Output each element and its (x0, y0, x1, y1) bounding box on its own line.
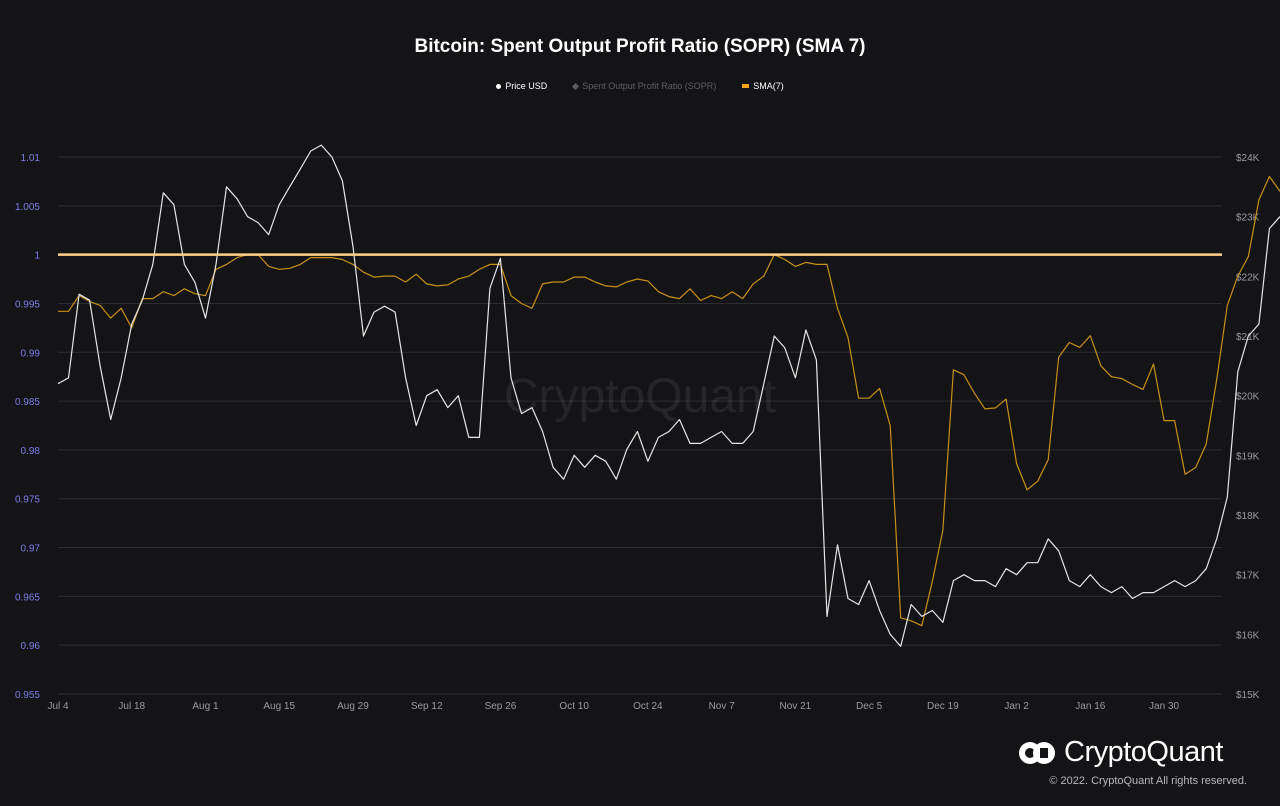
cryptoquant-logo-icon (1018, 739, 1056, 767)
legend-label-price: Price USD (505, 81, 548, 91)
y-right-tick-label: $15K (1236, 690, 1260, 701)
y-right-tick-label: $22K (1236, 272, 1260, 283)
y-left-tick-label: 0.985 (15, 397, 40, 408)
square-marker-icon (742, 84, 750, 88)
x-tick-label: Jul 18 (118, 701, 145, 712)
legend-label-sopr: Spent Output Profit Ratio (SOPR) (582, 81, 717, 91)
y-right-tick-label: $19K (1236, 451, 1260, 462)
x-tick-label: Aug 1 (192, 701, 219, 712)
x-tick-label: Aug 29 (337, 701, 369, 712)
y-right-tick-label: $20K (1236, 392, 1260, 403)
x-tick-label: Dec 5 (856, 701, 883, 712)
y-right-tick-label: $23K (1236, 213, 1260, 224)
brand-name: CryptoQuant (1064, 736, 1223, 768)
y-left-tick-label: 0.97 (21, 544, 41, 555)
y-right-tick-label: $18K (1236, 511, 1260, 522)
y-left-tick-label: 0.965 (15, 592, 40, 603)
x-tick-label: Nov 21 (780, 701, 812, 712)
y-left-tick-label: 0.99 (21, 348, 41, 359)
legend-label-sma: SMA(7) (753, 81, 784, 91)
y-left-tick-label: 0.96 (21, 641, 41, 652)
y-left-tick-label: 1.005 (15, 202, 40, 213)
price-series-line (57, 144, 1280, 647)
y-left-tick-label: 0.98 (21, 446, 41, 457)
x-tick-label: Oct 24 (633, 701, 663, 712)
x-tick-label: Aug 15 (263, 701, 295, 712)
brand-logo: CryptoQuant (1018, 736, 1223, 769)
y-left-tick-label: 1 (34, 251, 40, 262)
x-tick-label: Jan 16 (1075, 701, 1105, 712)
y-left-tick-label: 1.01 (21, 153, 41, 164)
x-tick-label: Dec 19 (927, 701, 959, 712)
x-tick-label: Jan 30 (1149, 701, 1179, 712)
chart-title: Bitcoin: Spent Output Profit Ratio (SOPR… (414, 36, 866, 57)
y-right-tick-label: $24K (1236, 153, 1260, 164)
watermark-text: CryptoQuant (504, 370, 776, 423)
x-tick-label: Sep 26 (485, 701, 517, 712)
x-tick-label: Oct 10 (559, 701, 589, 712)
chart-legend: Price USD Spent Output Profit Ratio (SOP… (0, 81, 1280, 91)
circle-marker-icon (496, 83, 502, 89)
legend-item-sma[interactable]: SMA(7) (742, 81, 784, 91)
legend-item-price[interactable]: Price USD (496, 81, 547, 91)
y-left-tick-label: 0.955 (15, 690, 40, 701)
x-tick-label: Sep 12 (411, 701, 443, 712)
x-tick-label: Jul 4 (47, 701, 69, 712)
copyright-text: © 2022. CryptoQuant All rights reserved. (1049, 775, 1247, 787)
x-tick-label: Nov 7 (709, 701, 736, 712)
x-tick-label: Jan 2 (1004, 701, 1029, 712)
y-left-tick-label: 0.975 (15, 495, 40, 506)
y-left-tick-label: 0.995 (15, 299, 40, 310)
y-right-tick-label: $16K (1236, 630, 1260, 641)
y-right-tick-label: $17K (1236, 571, 1260, 582)
legend-item-sopr[interactable]: Spent Output Profit Ratio (SOPR) (572, 81, 717, 91)
sma7-series-line (58, 175, 1280, 627)
